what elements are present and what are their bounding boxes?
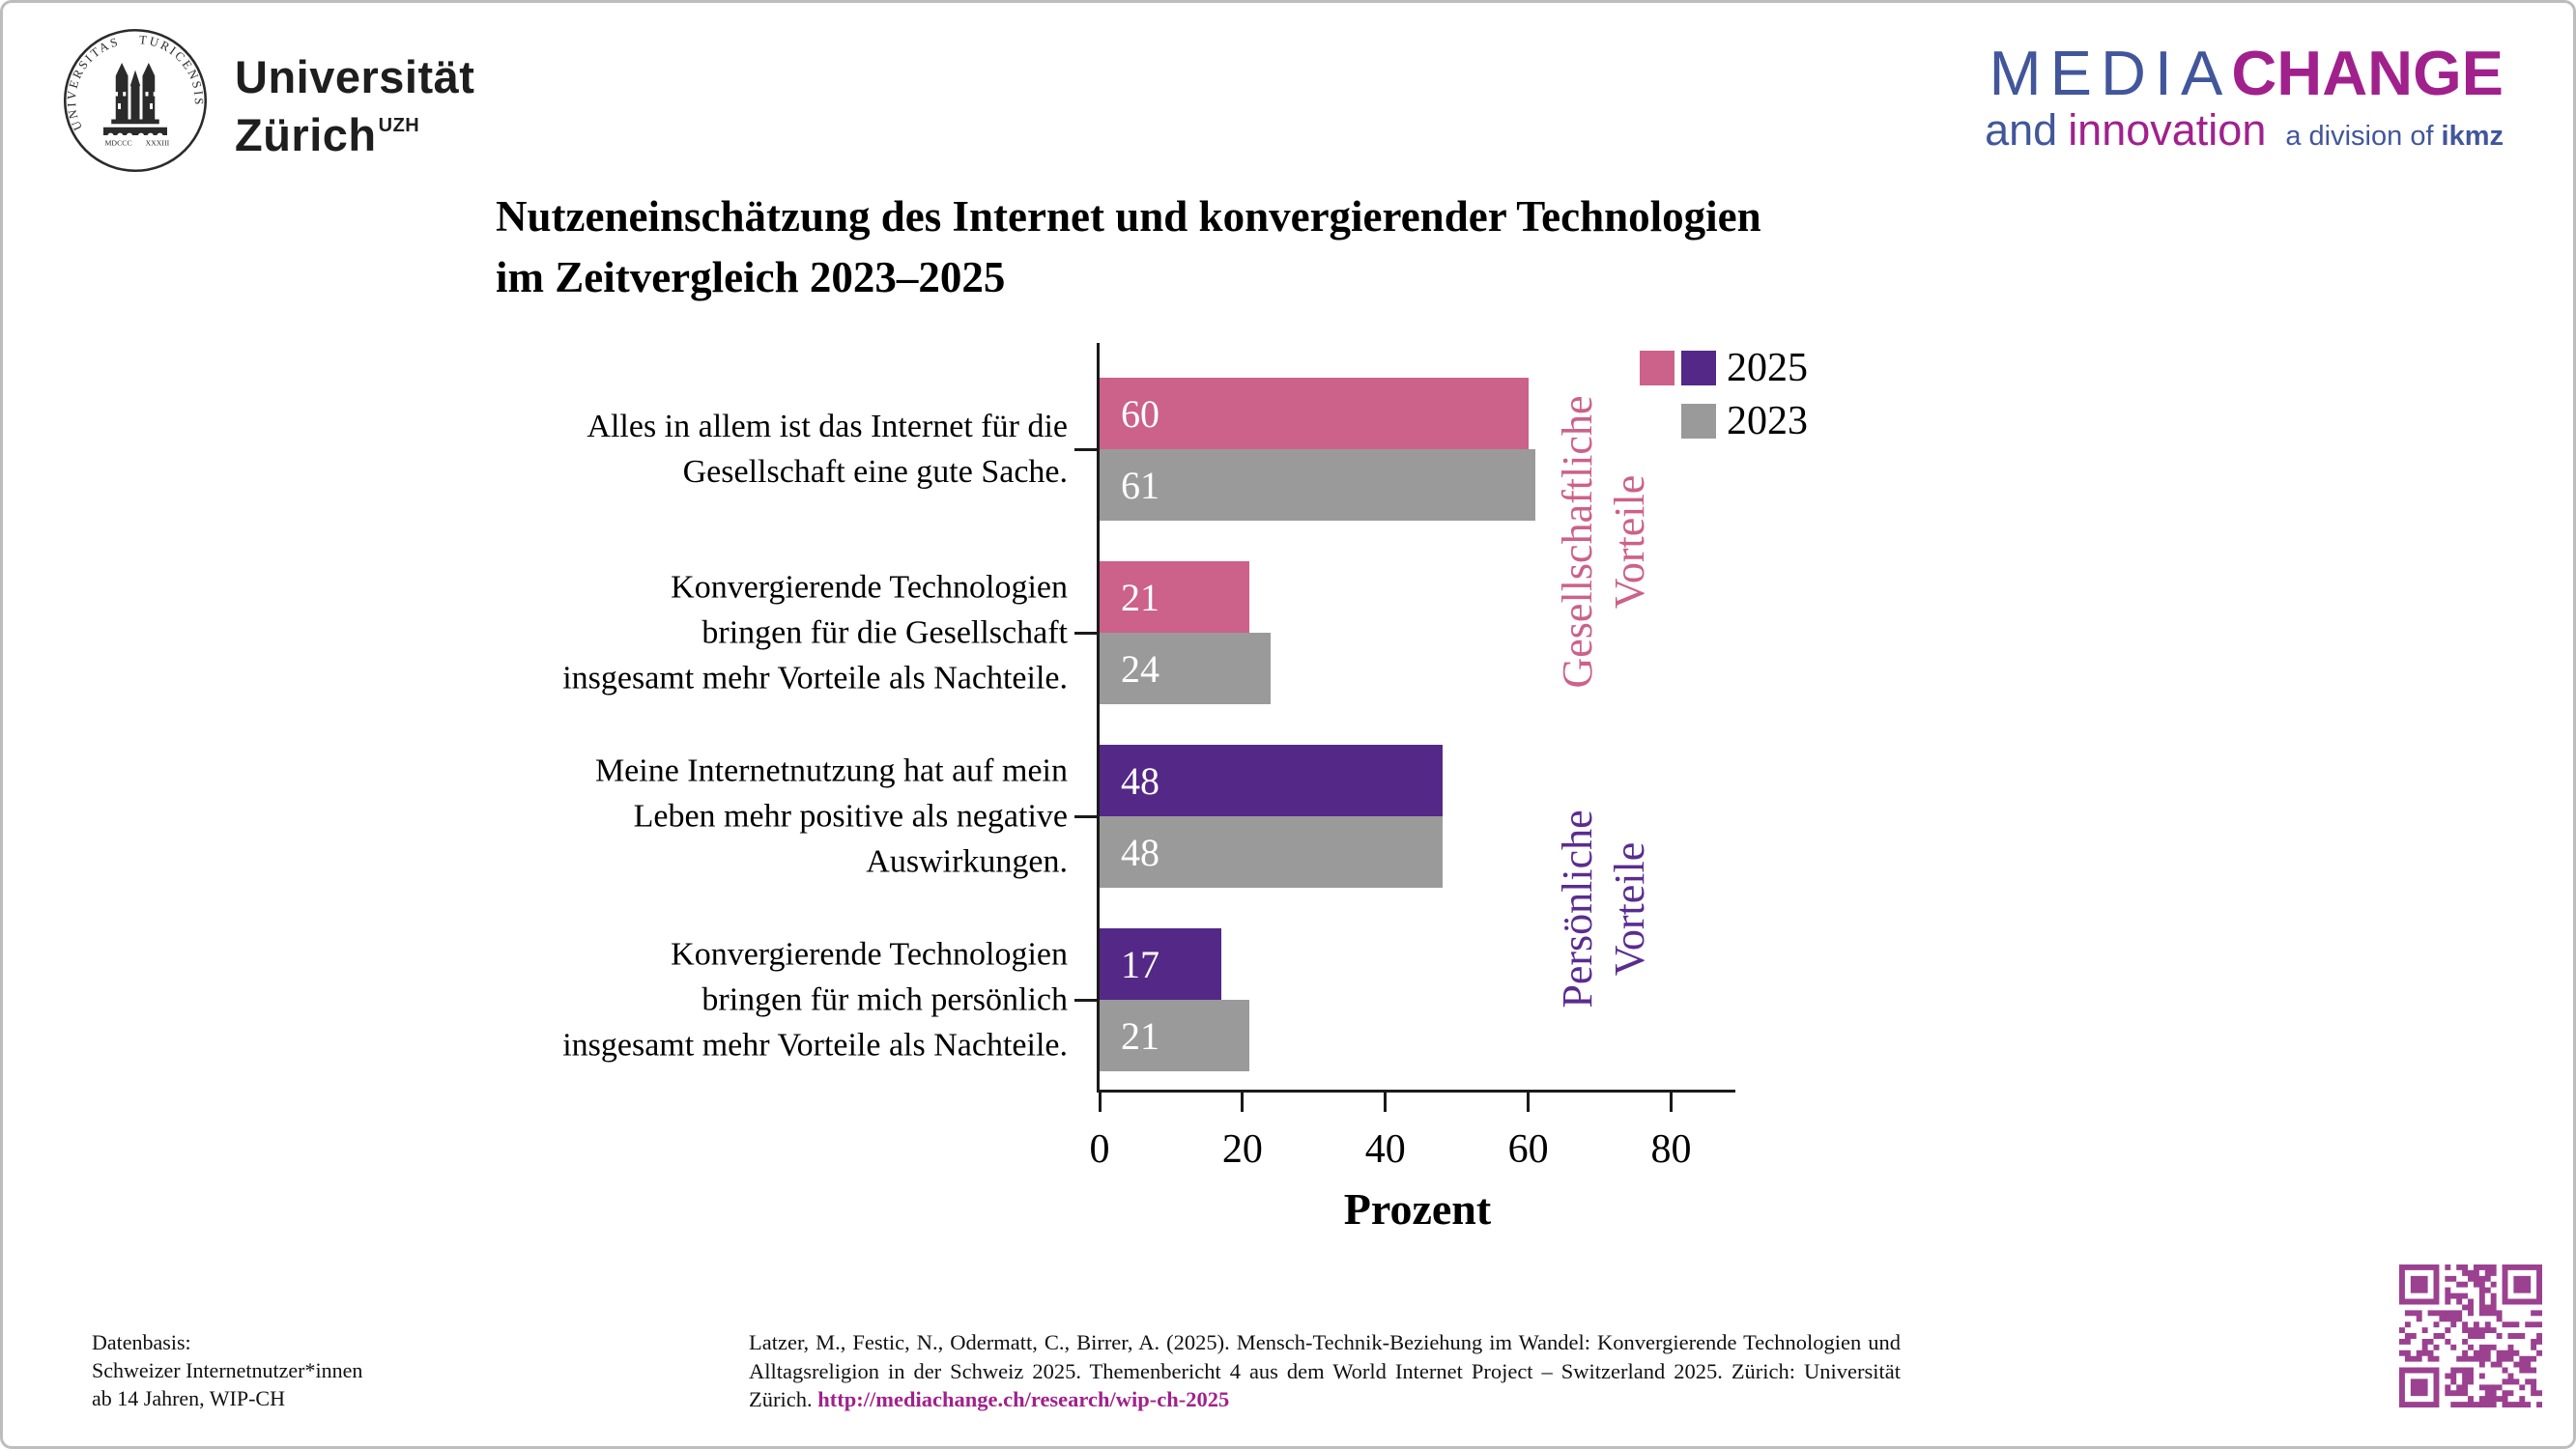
- citation: Latzer, M., Festic, N., Odermatt, C., Bi…: [749, 1328, 1901, 1414]
- seal-year-right: XXXIII: [146, 139, 170, 148]
- uzh-wordmark-line1: Universität: [235, 51, 475, 102]
- x-tick-label: 20: [1221, 1127, 1263, 1172]
- division-of-text: a division of: [2285, 121, 2434, 152]
- bar-2023-group-1: 61: [1100, 449, 1535, 521]
- x-axis: [1097, 1090, 1735, 1093]
- and-text: and: [1985, 105, 2058, 155]
- x-axis-title: Prozent: [1343, 1184, 1492, 1234]
- x-tick-label: 0: [1089, 1127, 1110, 1172]
- legend-row: 2023: [1640, 398, 1808, 444]
- chart-title-line1: Nutzeneinschätzung des Internet und konv…: [496, 192, 1761, 241]
- grossmuenster-cathedral-icon: [103, 63, 167, 139]
- bar-2025-group-2: 21: [1100, 561, 1250, 633]
- chart-title: Nutzeneinschätzung des Internet und konv…: [496, 186, 1761, 308]
- category-label: Meine Internetnutzung hat auf mein Leben …: [594, 753, 1068, 880]
- datenbasis-line: Schweizer Internetnutzer*innen: [92, 1358, 363, 1382]
- legend-swatch: [1681, 404, 1716, 439]
- bar-value-label: 17: [1121, 942, 1159, 986]
- bar-chart: Alles in allem ist das Internet für die G…: [3, 3, 2573, 1446]
- uzh-superscript: UZH: [378, 115, 420, 136]
- bar-value-label: 21: [1121, 1013, 1159, 1058]
- qr-code: [2399, 1264, 2542, 1407]
- seal-year-left: MDCCC: [105, 139, 132, 148]
- category-tick: [1074, 814, 1100, 818]
- x-tick: [1527, 1093, 1531, 1112]
- legend-swatch: [1681, 351, 1716, 385]
- legend-swatch: [1640, 351, 1674, 385]
- section-label-2: Persönliche Vorteile: [1554, 810, 1653, 1009]
- mediachange-logo-line1: MEDIACHANGE: [1985, 42, 2504, 104]
- media-text: MEDIA: [1989, 38, 2232, 108]
- x-tick: [1241, 1093, 1245, 1112]
- uzh-wordmark: Universität Zürich UZH: [235, 53, 474, 159]
- bar-2023-group-2: 24: [1100, 633, 1272, 704]
- chart-legend: 2025 2023: [1640, 345, 1808, 451]
- datenbasis-line: ab 14 Jahren, WIP-CH: [92, 1386, 285, 1410]
- category-tick: [1074, 447, 1100, 451]
- bar-2025-group-4: 17: [1100, 928, 1221, 1000]
- bar-value-label: 60: [1121, 391, 1159, 436]
- bar-2025-group-1: 60: [1100, 378, 1529, 449]
- x-tick-label: 60: [1507, 1127, 1549, 1172]
- bar-2023-group-3: 48: [1100, 816, 1443, 888]
- bar-2023-group-4: 21: [1100, 1000, 1250, 1071]
- mediachange-logo-line2: and innovation a division of ikmz: [1985, 108, 2504, 152]
- bar-2025-group-3: 48: [1100, 745, 1443, 816]
- legend-row: 2025: [1640, 345, 1808, 391]
- bar-value-label: 61: [1121, 463, 1159, 507]
- x-tick: [1098, 1093, 1102, 1112]
- datenbasis-line: Datenbasis:: [92, 1330, 191, 1354]
- x-tick: [1669, 1093, 1673, 1112]
- category-tick: [1074, 631, 1100, 635]
- innovation-text: innovation: [2068, 105, 2267, 155]
- bar-value-label: 48: [1121, 758, 1159, 803]
- mediachange-logo: MEDIACHANGE and innovation a division of ik…: [1985, 42, 2504, 152]
- legend-swatch-spacer: [1640, 404, 1674, 439]
- citation-url-link[interactable]: http://mediachange.ch/research/wip-ch-20…: [817, 1387, 1230, 1411]
- ikmz-text: ikmz: [2441, 121, 2504, 152]
- bar-value-label: 48: [1121, 830, 1159, 874]
- category-label: Konvergierende Technologien bringen für d…: [562, 569, 1068, 696]
- category-label: Alles in allem ist das Internet für die G…: [587, 409, 1068, 490]
- x-tick: [1384, 1093, 1388, 1112]
- y-axis: [1097, 343, 1100, 1093]
- bar-value-label: 24: [1121, 646, 1159, 691]
- chart-title-line2: im Zeitvergleich 2023–2025: [496, 253, 1006, 301]
- category-label: Konvergierende Technologien bringen für m…: [562, 936, 1068, 1064]
- datenbasis-note: Datenbasis: Schweizer Internetnutzer*inn…: [92, 1328, 362, 1412]
- x-tick-label: 80: [1650, 1127, 1692, 1172]
- legend-label: 2025: [1727, 346, 1808, 390]
- citation-text: Latzer, M., Festic, N., Odermatt, C., Bi…: [749, 1330, 1901, 1411]
- legend-label: 2023: [1727, 399, 1808, 443]
- uzh-seal-logo: UNIVERSITAS TURICENSIS MDCCC XXXIII: [63, 28, 208, 173]
- seal-outer-ring: [63, 28, 208, 173]
- bar-value-label: 21: [1121, 575, 1159, 619]
- category-tick: [1074, 998, 1100, 1002]
- uzh-wordmark-line2: Zürich UZH: [235, 109, 420, 160]
- change-text: CHANGE: [2231, 38, 2504, 108]
- x-tick-label: 40: [1364, 1127, 1406, 1172]
